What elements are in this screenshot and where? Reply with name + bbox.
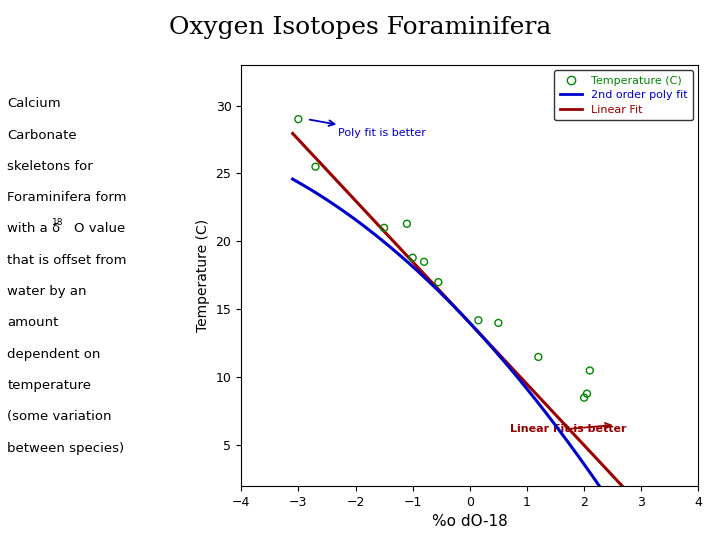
- Point: [578, 393, 590, 402]
- Text: Linear Fit is better: Linear Fit is better: [510, 423, 626, 434]
- Legend: Temperature (C), 2nd order poly fit, Linear Fit: Temperature (C), 2nd order poly fit, Lin…: [554, 70, 693, 120]
- Linear Fit: [646, 512, 654, 519]
- Point: [407, 253, 418, 262]
- Text: Poly fit is better: Poly fit is better: [310, 120, 426, 138]
- Text: temperature: temperature: [7, 379, 91, 392]
- Linear Fit: [590, 452, 598, 458]
- Point: [581, 389, 593, 398]
- Text: Oxygen Isotopes Foraminifera: Oxygen Isotopes Foraminifera: [168, 16, 552, 39]
- 2nd order poly fit: [500, 358, 508, 365]
- Linear Fit: [501, 357, 510, 364]
- Linear Fit: [612, 476, 621, 483]
- 2nd order poly fit: [612, 508, 621, 514]
- Line: Linear Fit: Linear Fit: [292, 133, 650, 516]
- Point: [418, 258, 430, 266]
- Y-axis label: Temperature (C): Temperature (C): [196, 219, 210, 332]
- Linear Fit: [288, 130, 297, 137]
- 2nd order poly fit: [501, 360, 510, 366]
- Linear Fit: [500, 356, 508, 363]
- 2nd order poly fit: [507, 367, 516, 373]
- Text: (some variation: (some variation: [7, 410, 112, 423]
- 2nd order poly fit: [288, 176, 297, 183]
- 2nd order poly fit: [590, 475, 598, 481]
- Linear Fit: [289, 131, 298, 138]
- Point: [292, 115, 304, 124]
- Line: 2nd order poly fit: 2nd order poly fit: [292, 179, 650, 540]
- Point: [378, 224, 390, 232]
- Point: [533, 353, 544, 361]
- Point: [433, 278, 444, 287]
- Text: O value: O value: [74, 222, 125, 235]
- Point: [472, 316, 484, 325]
- Text: amount: amount: [7, 316, 58, 329]
- Text: Carbonate: Carbonate: [7, 129, 77, 141]
- 2nd order poly fit: [289, 177, 298, 183]
- Point: [584, 366, 595, 375]
- Point: [492, 319, 504, 327]
- Text: water by an: water by an: [7, 285, 86, 298]
- Linear Fit: [507, 364, 516, 370]
- Text: Foraminifera form: Foraminifera form: [7, 191, 127, 204]
- X-axis label: %o dO-18: %o dO-18: [432, 514, 508, 529]
- Text: Calcium: Calcium: [7, 97, 60, 110]
- Text: between species): between species): [7, 442, 125, 455]
- Point: [310, 163, 321, 171]
- Text: that is offset from: that is offset from: [7, 254, 127, 267]
- Text: 18: 18: [52, 218, 63, 227]
- Text: skeletons for: skeletons for: [7, 160, 93, 173]
- Text: with a δ: with a δ: [7, 222, 60, 235]
- Text: dependent on: dependent on: [7, 348, 101, 361]
- Point: [401, 219, 413, 228]
